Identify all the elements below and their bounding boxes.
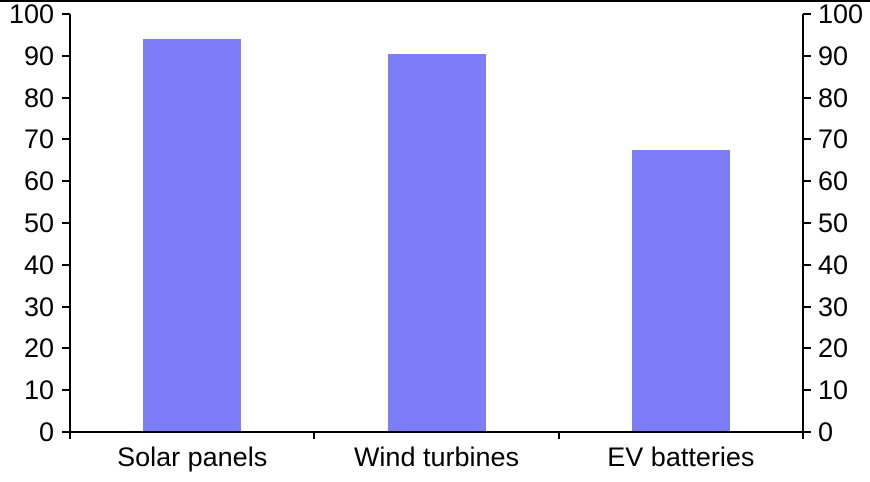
bar-solar-panels [143, 39, 242, 431]
y-axis-tick-right [803, 263, 811, 266]
y-axis-label-right: 10 [818, 375, 849, 406]
y-axis-label-right: 80 [818, 82, 849, 113]
y-axis-label-right: 100 [818, 0, 864, 29]
y-axis-label-right: 20 [818, 333, 849, 364]
y-axis-tick-left [62, 305, 70, 308]
y-axis-label-right: 50 [818, 208, 849, 238]
x-axis-category-label: EV batteries [607, 442, 755, 472]
x-axis-tick [69, 432, 71, 439]
y-axis-tick-left [62, 13, 70, 15]
y-axis-label-left: 30 [23, 291, 54, 322]
y-axis-tick-right [803, 54, 811, 57]
x-axis-category-label: Solar panels [117, 442, 268, 472]
y-axis-label-left: 60 [23, 166, 54, 197]
y-axis-label-left: 70 [23, 124, 54, 155]
y-axis-right-spine [802, 14, 804, 439]
y-axis-label-left: 90 [23, 40, 54, 71]
y-axis-left-spine [69, 14, 71, 439]
figure-top-border [0, 0, 870, 2]
y-axis-tick-left [62, 347, 70, 350]
y-axis-label-left: 80 [23, 82, 54, 113]
y-axis-tick-right [803, 138, 811, 141]
y-axis-tick-left [62, 138, 70, 141]
y-axis-tick-left [62, 263, 70, 266]
y-axis-tick-right [803, 96, 811, 99]
y-axis-tick-left [62, 222, 70, 224]
x-axis-category-label: Wind turbines [353, 442, 520, 472]
y-axis-label-right: 60 [818, 166, 849, 197]
y-axis-label-left: 10 [23, 375, 54, 406]
y-axis-label-left: 100 [8, 0, 54, 29]
y-axis-tick-right [803, 305, 811, 308]
y-axis-tick-left [62, 389, 70, 392]
y-axis-tick-left [62, 431, 70, 433]
y-axis-tick-right [803, 347, 811, 350]
y-axis-tick-right [803, 389, 811, 392]
y-axis-tick-right [803, 13, 811, 15]
x-axis-tick [557, 432, 560, 439]
y-axis-tick-right [803, 431, 811, 433]
y-axis-tick-left [62, 54, 70, 57]
bar-ev-batteries [631, 149, 730, 431]
y-axis-label-right: 40 [818, 249, 849, 280]
y-axis-label-right: 70 [818, 124, 849, 155]
x-axis-line [62, 431, 811, 433]
x-axis-tick [802, 432, 804, 439]
bar-wind-turbines [387, 53, 486, 431]
y-axis-label-left: 50 [23, 208, 54, 238]
x-axis-tick [313, 432, 316, 439]
y-axis-tick-right [803, 180, 811, 183]
y-axis-tick-left [62, 180, 70, 183]
y-axis-label-left: 0 [38, 417, 54, 447]
y-axis-label-left: 20 [23, 333, 54, 364]
y-axis-tick-left [62, 96, 70, 99]
y-axis-label-right: 30 [818, 291, 849, 322]
y-axis-tick-right [803, 222, 811, 224]
y-axis-label-left: 40 [23, 249, 54, 280]
y-axis-label-right: 90 [818, 40, 849, 71]
y-axis-label-right: 0 [818, 417, 834, 447]
